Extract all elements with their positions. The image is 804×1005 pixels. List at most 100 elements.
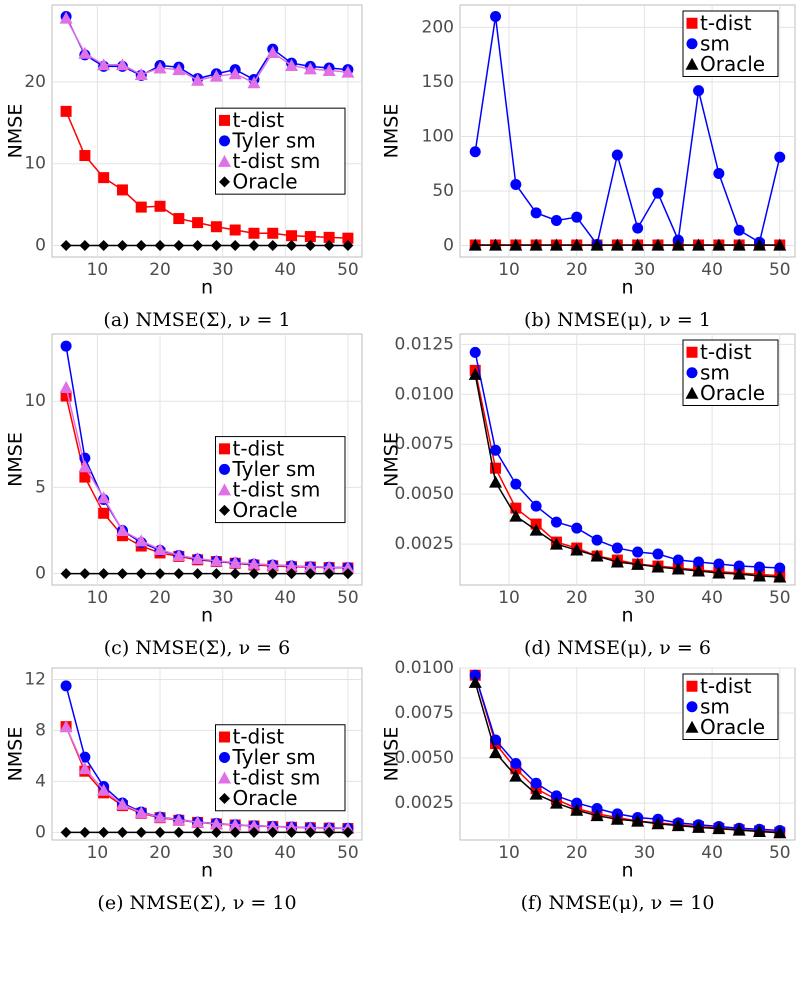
series-line: [65, 111, 348, 239]
legend-marker: [219, 443, 230, 455]
y-axis-label: NMSE: [5, 432, 27, 487]
marker: [490, 462, 502, 474]
marker: [671, 819, 685, 832]
legend-marker: [219, 176, 230, 188]
y-tick-label: 0: [35, 564, 46, 584]
marker: [509, 769, 523, 782]
marker: [489, 238, 503, 251]
y-tick-label: 4: [35, 771, 46, 791]
y-tick-label: 0.0025: [395, 534, 454, 554]
marker: [693, 85, 705, 97]
marker: [79, 471, 91, 483]
marker: [342, 240, 354, 252]
marker: [342, 826, 354, 838]
marker: [712, 238, 726, 251]
panel: 0 50 100 150 200 10 20 30 40 50 n NMSE (b) NMSE(μ), …: [381, 4, 796, 331]
marker: [60, 390, 72, 402]
legend-box: [682, 339, 779, 406]
marker: [591, 534, 603, 546]
x-tick-label: 30: [212, 843, 234, 863]
legend-label: Oracle: [700, 381, 765, 405]
marker: [210, 240, 222, 252]
marker: [571, 522, 583, 534]
marker: [489, 475, 503, 488]
marker: [153, 542, 167, 555]
marker: [116, 240, 128, 252]
marker: [752, 825, 766, 838]
legend-label: t-dist sm: [233, 766, 321, 790]
x-tick-label: 30: [634, 260, 656, 280]
marker: [228, 67, 242, 80]
series-line: [65, 17, 348, 84]
marker: [266, 45, 280, 58]
y-tick-label: 0.0050: [395, 748, 454, 768]
y-tick-label: 5: [35, 477, 46, 497]
marker: [210, 221, 222, 233]
x-tick-label: 30: [634, 588, 656, 608]
y-tick-label: 10: [24, 391, 46, 411]
marker: [285, 820, 299, 833]
x-tick-label: 40: [274, 588, 296, 608]
marker: [652, 548, 664, 560]
marker: [266, 819, 280, 832]
legend-marker: [218, 483, 231, 496]
caption: (f) NMSE(μ), ν = 10: [521, 892, 715, 914]
marker: [135, 201, 147, 213]
marker: [323, 568, 335, 580]
marker: [192, 217, 204, 229]
marker: [549, 537, 563, 550]
marker: [304, 231, 316, 243]
legend-marker: [685, 386, 699, 399]
caption: (a) NMSE(Σ), ν = 1: [103, 309, 290, 331]
marker: [692, 820, 706, 833]
marker: [773, 826, 787, 839]
marker: [712, 566, 726, 579]
marker: [611, 542, 623, 554]
marker: [248, 240, 260, 252]
x-tick-label: 20: [566, 260, 588, 280]
y-tick-label: 200: [422, 17, 454, 37]
marker: [610, 238, 624, 251]
marker: [322, 560, 336, 573]
marker: [97, 491, 111, 504]
marker: [693, 556, 705, 568]
marker: [97, 58, 111, 71]
x-tick-label: 50: [337, 260, 359, 280]
x-axis-label: n: [621, 860, 633, 882]
marker: [549, 238, 563, 251]
marker: [267, 826, 279, 838]
x-tick-label: 10: [87, 260, 109, 280]
marker: [610, 555, 624, 568]
marker: [468, 238, 482, 251]
series-line: [65, 387, 348, 569]
marker: [173, 826, 185, 838]
x-tick-label: 10: [498, 843, 520, 863]
marker: [671, 562, 685, 575]
marker: [98, 826, 110, 838]
legend-label: t-dist: [700, 11, 752, 35]
x-tick-label: 40: [701, 260, 723, 280]
marker: [267, 227, 279, 239]
marker: [134, 806, 148, 819]
marker: [285, 59, 299, 72]
marker: [732, 238, 746, 251]
marker: [60, 680, 72, 692]
x-tick-label: 20: [566, 588, 588, 608]
legend-label: sm: [700, 694, 730, 718]
marker: [733, 560, 745, 572]
legend-label: Oracle: [233, 169, 298, 193]
marker: [468, 675, 482, 688]
marker: [304, 240, 316, 252]
legend-marker: [219, 504, 230, 516]
marker: [631, 557, 645, 570]
marker: [571, 797, 583, 809]
marker: [79, 240, 91, 252]
x-tick-label: 10: [87, 843, 109, 863]
y-tick-label: 100: [422, 126, 454, 146]
legend-marker: [219, 114, 230, 126]
caption: (b) NMSE(μ), ν = 1: [524, 309, 711, 331]
legend-marker: [686, 346, 698, 358]
marker: [229, 224, 241, 236]
